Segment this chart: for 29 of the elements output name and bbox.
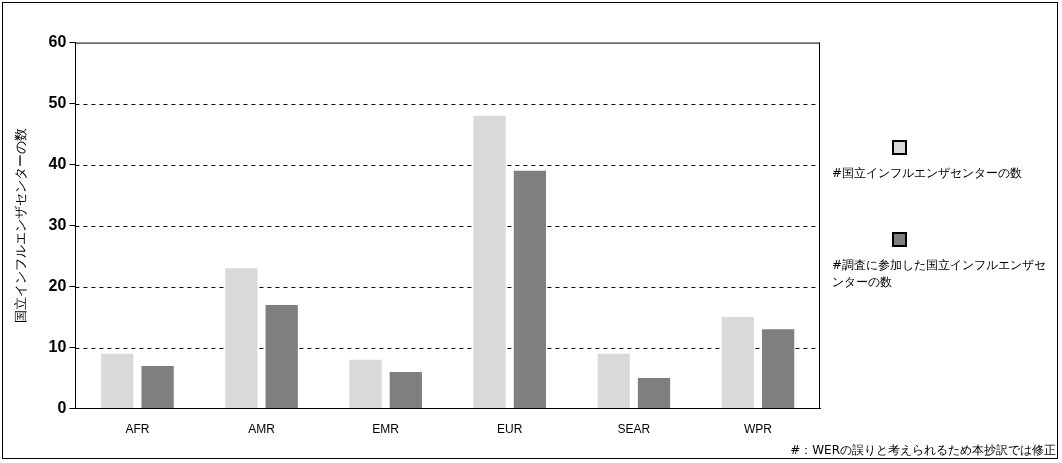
legend-label: #調査に参加した国立インフルエンザセンターの数 xyxy=(832,257,1048,291)
bar xyxy=(721,317,754,409)
x-tick-label: EMR xyxy=(372,422,400,437)
y-tick-label: 30 xyxy=(48,216,67,234)
bar xyxy=(473,115,506,409)
y-tick-label: 10 xyxy=(48,338,67,356)
bar xyxy=(225,268,258,409)
bar xyxy=(389,372,422,409)
bar xyxy=(101,353,134,409)
y-axis-title: 国立インフルエンザセンターの数 xyxy=(13,128,29,324)
x-tick-label: EUR xyxy=(497,422,523,437)
y-tick-label: 0 xyxy=(57,399,67,417)
bar xyxy=(637,378,671,409)
bar xyxy=(349,359,382,409)
x-tick-label: AMR xyxy=(248,422,276,437)
x-tick-label: SEAR xyxy=(617,422,651,437)
bar xyxy=(265,304,298,409)
bar xyxy=(141,365,174,409)
y-tick-label: 20 xyxy=(48,277,67,295)
y-tick-label: 40 xyxy=(48,155,67,173)
bar xyxy=(761,329,795,409)
bar xyxy=(597,353,630,409)
x-tick-label: WPR xyxy=(743,422,773,437)
legend-label: #国立インフルエンザセンターの数 xyxy=(832,165,1023,182)
y-tick-label: 50 xyxy=(48,94,67,112)
x-tick-label: AFR xyxy=(125,422,150,437)
bar xyxy=(513,170,547,409)
text: #：WERの誤りと考えられるため本抄訳では修正 xyxy=(790,442,1056,459)
y-tick-label: 60 xyxy=(48,33,67,51)
